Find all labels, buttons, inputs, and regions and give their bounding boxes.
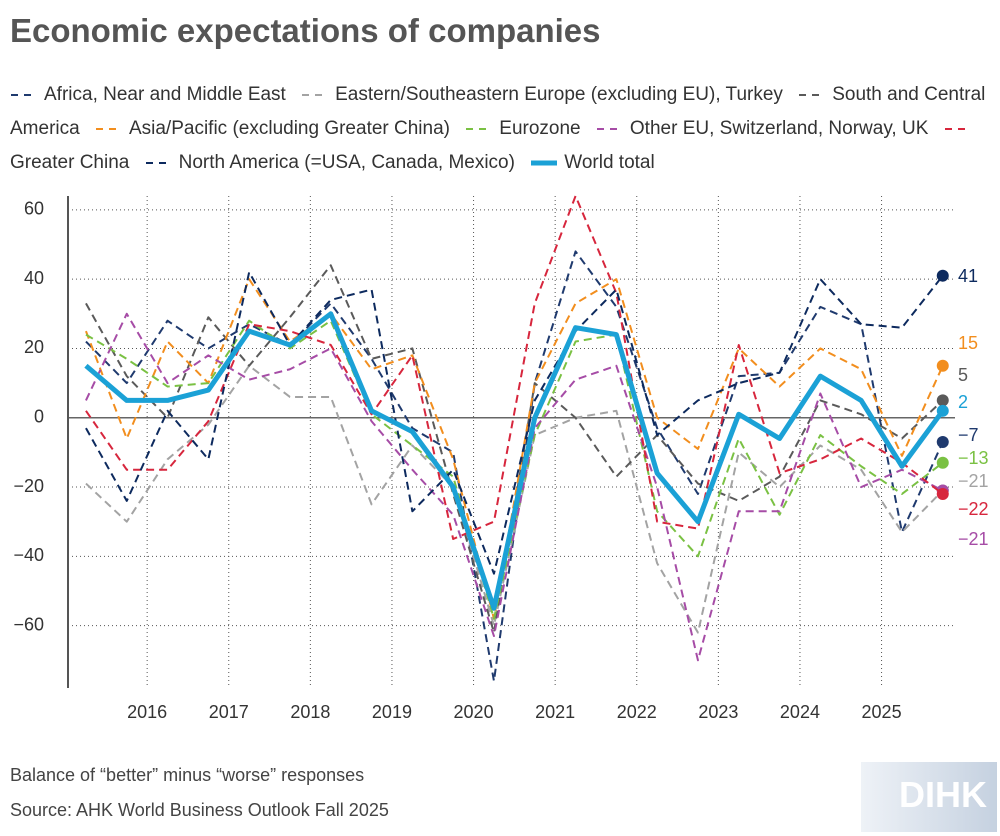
legend-swatch	[799, 93, 826, 96]
end-dot	[936, 359, 949, 372]
line-dashed	[85, 195, 944, 541]
legend-item: Africa, Near and Middle East	[10, 84, 286, 105]
end-label: −7	[958, 425, 979, 445]
legend-item: Greater China	[10, 118, 978, 173]
y-tick-label: 40	[24, 268, 44, 288]
x-tick-label: 2021	[535, 702, 575, 722]
legend-label: Eurozone	[499, 118, 581, 139]
end-label: −13	[958, 448, 989, 468]
end-label: 15	[958, 333, 978, 353]
end-dot	[936, 269, 949, 282]
line-dashed	[85, 271, 944, 575]
legend-item: World total	[530, 152, 655, 173]
end-dot	[936, 394, 949, 407]
x-tick-label: 2016	[127, 702, 167, 722]
legend-item: North America (=USA, Canada, Mexico)	[145, 152, 515, 173]
legend-item: Eastern/Southeastern Europe (excluding E…	[301, 84, 783, 105]
x-tick-label: 2020	[454, 702, 494, 722]
legend-label: World total	[564, 152, 655, 173]
end-label: 5	[958, 365, 968, 385]
y-tick-label: −20	[13, 476, 44, 496]
source: Source: AHK World Business Outlook Fall …	[10, 800, 389, 820]
legend-swatch	[302, 93, 329, 96]
line-dashed	[85, 250, 944, 683]
end-label: −21	[958, 529, 989, 549]
legend-swatch	[466, 127, 493, 130]
x-tick-label: 2018	[290, 702, 330, 722]
legend-label: North America (=USA, Canada, Mexico)	[178, 152, 515, 173]
chart: −60 −40 −20 0 20 40 60 2016 2017 2018 2019 2020 2021…	[13, 195, 989, 722]
legend-label: Greater China	[10, 152, 130, 173]
legend-swatch	[531, 160, 558, 166]
chart-title: Economic expectations of companies	[10, 12, 601, 49]
legend-label: Eastern/Southeastern Europe (excluding E…	[335, 84, 783, 105]
legend-swatch	[145, 161, 172, 164]
x-tick-label: 2025	[862, 702, 902, 722]
x-tick-label: 2022	[617, 702, 657, 722]
legend-item: Other EU, Switzerland, Norway, UK	[596, 118, 928, 139]
logo-text: DIHK	[899, 774, 987, 815]
line-solid	[84, 311, 945, 611]
x-tick-label: 2023	[698, 702, 738, 722]
x-tick-label: 2024	[780, 702, 820, 722]
legend-item: Eurozone	[465, 118, 581, 139]
y-tick-label: −40	[13, 545, 44, 565]
legend-label: South and Central America	[10, 84, 986, 139]
legend: Africa, Near and Middle East Eastern/Sou…	[10, 78, 995, 180]
line-dashed	[85, 319, 944, 620]
line-dashed	[85, 278, 944, 620]
logo: DIHK	[861, 762, 997, 832]
end-dot	[936, 456, 949, 469]
end-label: 41	[958, 266, 978, 286]
x-tick-label: 2019	[372, 702, 412, 722]
end-label: −21	[958, 471, 989, 491]
legend-swatch	[95, 127, 122, 130]
end-dot	[936, 436, 949, 448]
legend-item: South and Central America	[10, 84, 985, 139]
end-label: 2	[958, 392, 968, 412]
legend-swatch	[944, 127, 971, 130]
legend-label: Africa, Near and Middle East	[44, 84, 286, 105]
y-tick-label: 60	[24, 199, 44, 219]
end-dot	[936, 404, 949, 417]
end-dot	[936, 487, 949, 500]
legend-label: Asia/Pacific (excluding Greater China)	[128, 118, 450, 139]
legend-swatch	[596, 127, 623, 130]
legend-swatch	[11, 93, 37, 96]
legend-item: Asia/Pacific (excluding Greater China)	[95, 118, 450, 139]
subtitle: Balance of “better” minus “worse” respon…	[10, 765, 365, 785]
y-tick-label: 20	[24, 337, 44, 357]
y-tick-label: −60	[13, 614, 44, 634]
y-tick-label: 0	[34, 406, 44, 426]
line-dashed	[85, 364, 944, 634]
legend-label: Other EU, Switzerland, Norway, UK	[629, 118, 929, 139]
end-label: −22	[958, 499, 989, 519]
x-tick-label: 2017	[209, 702, 249, 722]
